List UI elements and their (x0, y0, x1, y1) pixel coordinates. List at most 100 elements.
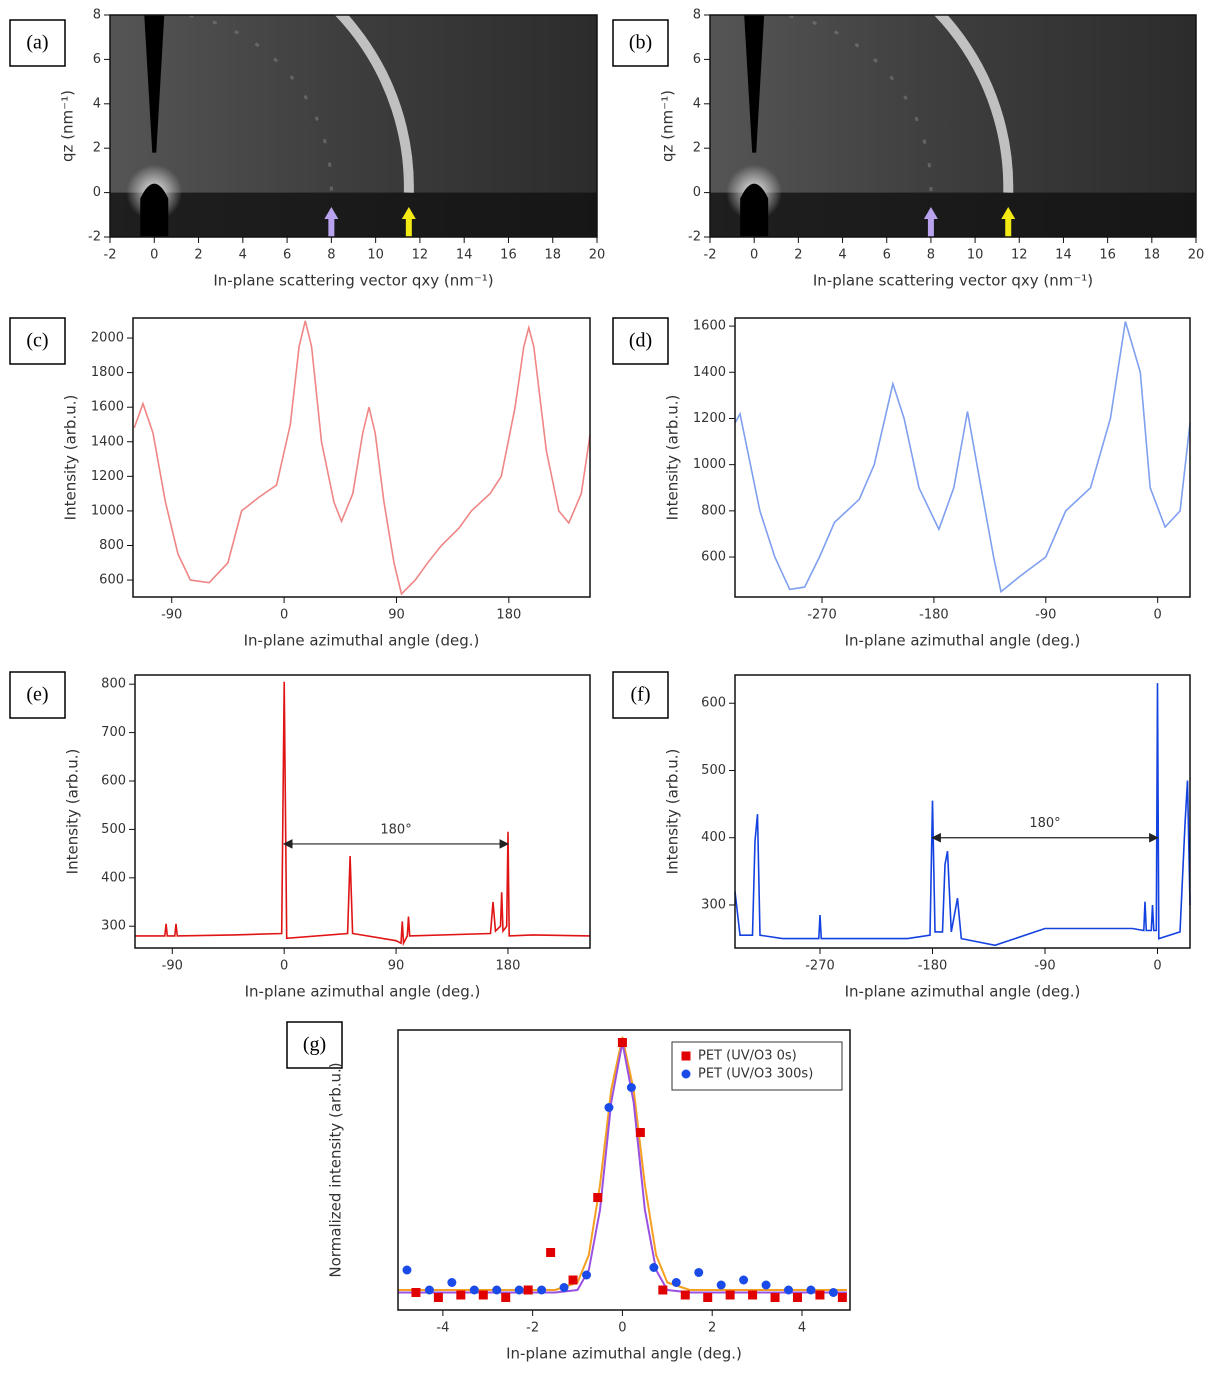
y-tick-label: 1400 (91, 434, 124, 449)
data-point (761, 1280, 771, 1290)
y-tick-label: 6 (93, 52, 101, 67)
x-tick-label: -180 (919, 608, 949, 623)
data-point (514, 1285, 524, 1295)
y-tick-label: 1200 (693, 411, 726, 426)
x-tick-label: -90 (1034, 959, 1055, 974)
y-tick-label: 800 (99, 538, 124, 553)
panel-label: (e) (26, 684, 48, 706)
x-tick-label: 12 (1011, 248, 1028, 263)
x-tick-label: 20 (589, 248, 606, 263)
x-tick-label: 2 (708, 1321, 716, 1336)
x-axis-title: In-plane azimuthal angle (deg.) (845, 632, 1081, 650)
panel-label-box (612, 671, 669, 719)
y-axis-title: Intensity (arb.u.) (664, 395, 682, 521)
panel: (f) 180° -270 -180 -90 0 300 400 500 600 In-plane … (612, 671, 1191, 1001)
data-point (617, 1038, 627, 1047)
y-tick-label: 8 (693, 8, 701, 23)
y-tick-label: 1400 (693, 365, 726, 380)
x-tick-label: 90 (388, 959, 405, 974)
x-tick-label: -270 (807, 608, 837, 623)
data-point (501, 1293, 511, 1302)
panel-label: (f) (631, 684, 651, 706)
x-tick-label: 16 (500, 248, 517, 263)
data-line (734, 321, 1191, 594)
data-point (447, 1278, 457, 1287)
y-tick-label: 2 (93, 141, 101, 156)
y-tick-label: 0 (93, 185, 101, 200)
panel-label: (c) (26, 330, 48, 352)
x-tick-label: 0 (280, 959, 288, 974)
plot-frame (734, 674, 1191, 949)
plot-frame (734, 317, 1191, 598)
data-point (725, 1290, 735, 1300)
x-tick-label: 6 (283, 248, 291, 263)
data-point (716, 1280, 726, 1290)
x-tick-label: 0 (1153, 959, 1161, 974)
legend-label: PET (UV/O3 300s) (698, 1067, 813, 1082)
y-tick-label: 600 (101, 774, 126, 789)
x-tick-label: -90 (162, 959, 183, 974)
plot-frame (397, 1029, 851, 1311)
x-tick-label: 8 (927, 248, 935, 263)
data-point (680, 1290, 690, 1300)
data-point (739, 1275, 749, 1285)
beam-stop (140, 183, 169, 237)
y-tick-label: 400 (701, 830, 726, 845)
x-axis-title: In-plane azimuthal angle (deg.) (245, 983, 481, 1001)
x-tick-label: 0 (280, 608, 288, 623)
x-tick-label: 4 (798, 1321, 806, 1336)
y-axis-title: Intensity (arb.u.) (64, 749, 82, 875)
x-tick-label: 16 (1099, 248, 1116, 263)
x-tick-label: 18 (1144, 248, 1161, 263)
x-tick-label: 20 (1188, 248, 1205, 263)
annotation-text: 180° (1029, 816, 1060, 831)
x-tick-label: 0 (750, 248, 758, 263)
panel-label: (d) (629, 330, 652, 352)
y-tick-label: 1000 (693, 457, 726, 472)
data-point (411, 1288, 421, 1297)
panel-label-box (286, 1021, 343, 1069)
x-tick-label: -2 (526, 1321, 539, 1336)
y-tick-label: 1200 (91, 469, 124, 484)
x-tick-label: 14 (456, 248, 473, 263)
x-axis-title: In-plane azimuthal angle (deg.) (845, 983, 1081, 1001)
y-tick-label: 4 (693, 96, 701, 111)
image-content (726, 15, 1014, 237)
y-tick-label: 500 (101, 822, 126, 837)
x-axis-title: In-plane azimuthal angle (deg.) (506, 1345, 742, 1363)
y-tick-label: 1000 (91, 503, 124, 518)
data-point (784, 1285, 794, 1295)
panel-label-box (612, 19, 669, 67)
x-tick-label: 0 (150, 248, 158, 263)
panel: (d) -270 -180 -90 0 600 800 1000 1200 1400 1600 In-… (612, 317, 1191, 650)
data-point (626, 1083, 636, 1092)
image-shadow (710, 192, 1196, 237)
data-line (734, 683, 1191, 947)
panel: (c) -90 0 90 180 600 800 1000 1200 1400 1600 1800 20… (9, 317, 591, 650)
data-point (402, 1265, 412, 1275)
data-point (559, 1283, 569, 1292)
x-tick-label: 4 (239, 248, 247, 263)
scattering-ring (189, 15, 333, 193)
y-tick-label: 2 (693, 141, 701, 156)
data-point (748, 1290, 758, 1300)
x-tick-label: 14 (1055, 248, 1072, 263)
panel-label-box (9, 19, 66, 67)
data-point (815, 1290, 825, 1300)
x-axis-title: In-plane azimuthal angle (deg.) (244, 632, 480, 650)
y-tick-label: 800 (101, 677, 126, 692)
y-tick-label: 4 (93, 96, 101, 111)
panel: (b) -2 0 2 4 6 8 10 12 14 16 18 20 -2 0 2 4 6 8 In-plane sc… (612, 8, 1205, 290)
legend-marker (681, 1069, 691, 1079)
data-line (135, 681, 591, 947)
y-tick-label: 8 (93, 8, 101, 23)
x-tick-label: 18 (544, 248, 561, 263)
scattering-ring (789, 15, 933, 193)
y-tick-label: 600 (701, 696, 726, 711)
y-axis-title: qz (nm⁻¹) (59, 90, 77, 162)
data-point (433, 1293, 443, 1302)
y-axis-title: Intensity (arb.u.) (62, 395, 80, 521)
panel-label: (a) (26, 32, 48, 54)
scattering-ring (933, 15, 1014, 193)
